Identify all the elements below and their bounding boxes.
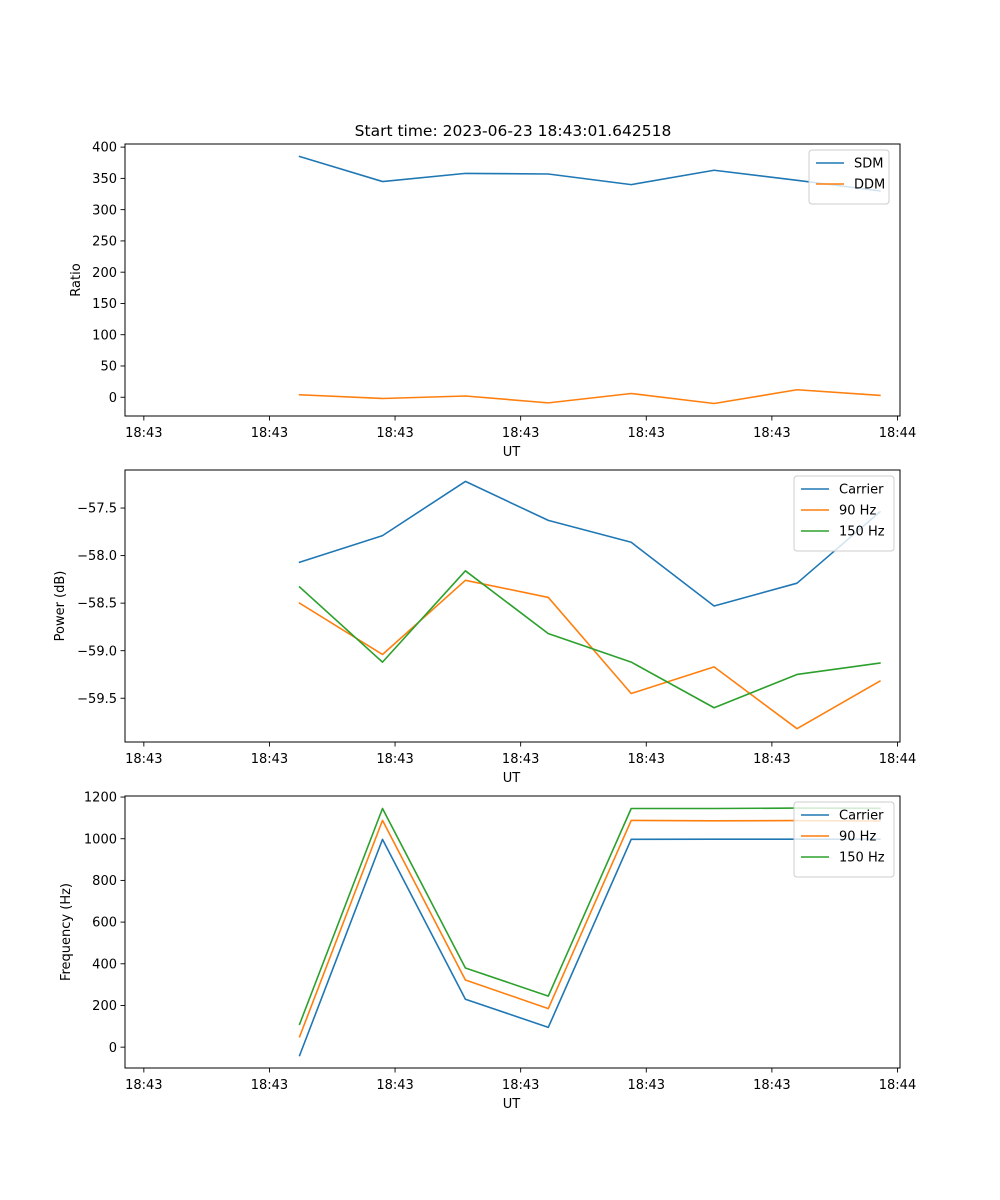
ratio-legend-label: DDM	[854, 178, 885, 193]
frequency-series-line-0	[298, 838, 881, 1057]
ratio-y-tick-label: 150	[92, 297, 117, 312]
power-legend: Carrier 90 Hz 150 Hz	[793, 475, 895, 552]
ratio-series-line-1	[298, 388, 881, 405]
frequency-legend: Carrier 90 Hz 150 Hz	[793, 801, 895, 878]
ratio-x-tick-label: 18:43	[628, 426, 665, 441]
ratio-y-tick-label: 200	[92, 266, 117, 281]
ratio-x-tick-label: 18:43	[376, 426, 413, 441]
ratio-x-tick-label: 18:43	[502, 426, 539, 441]
power-y-axis-label: Power (dB)	[53, 571, 68, 642]
ratio-y-tick-label: 400	[92, 141, 117, 156]
frequency-y-tick-label: 800	[92, 874, 117, 889]
frequency-y-tick-label: 0	[109, 1041, 117, 1056]
frequency-y-tick-label: 1000	[84, 832, 117, 847]
ratio-legend-label: SDM	[854, 157, 883, 172]
frequency-y-axis-label: Frequency (Hz)	[59, 883, 74, 981]
power-x-tick-label: 18:43	[251, 752, 288, 767]
ratio-x-axis-label: UT	[503, 445, 521, 460]
ratio-subplot: 18:43 18:43 18:43 18:43 18:43 18:43 18:44 0 50 10…	[69, 141, 916, 460]
frequency-x-axis-label: UT	[503, 1097, 521, 1112]
power-x-tick-label: 18:43	[125, 752, 162, 767]
power-x-tick-label: 18:43	[628, 752, 665, 767]
power-x-tick-label: 18:43	[376, 752, 413, 767]
power-subplot: 18:43 18:43 18:43 18:43 18:43 18:43 18:44 −57.5…	[53, 469, 916, 786]
power-y-tick-label: −58.0	[77, 549, 117, 564]
power-legend-label: 90 Hz	[839, 504, 876, 519]
power-legend-label: 150 Hz	[839, 525, 885, 540]
power-series-line-0	[298, 480, 882, 607]
power-y-tick-label: −59.0	[77, 644, 117, 659]
power-axes-frame	[124, 469, 901, 743]
frequency-x-tick-label: 18:43	[628, 1078, 665, 1093]
frequency-x-tick-label: 18:43	[502, 1078, 539, 1093]
ratio-y-tick-label: 100	[92, 328, 117, 343]
ratio-y-tick-label: 250	[92, 235, 117, 250]
power-x-tick-label: 18:43	[753, 752, 790, 767]
ratio-legend: SDM DDM	[808, 149, 890, 205]
power-x-tick-label: 18:44	[879, 752, 916, 767]
ratio-x-tick-label: 18:44	[879, 426, 916, 441]
frequency-subplot: 18:43 18:43 18:43 18:43 18:43 18:43 18:44 0 200 4…	[59, 791, 916, 1112]
frequency-legend-label: 150 Hz	[839, 851, 885, 866]
frequency-series-line-1	[298, 819, 881, 1038]
power-legend-label: Carrier	[839, 483, 884, 498]
power-y-tick-label: −58.5	[77, 597, 117, 612]
power-series-line-2	[298, 570, 881, 709]
ratio-series-line-0	[298, 155, 881, 192]
ratio-y-tick-label: 300	[92, 203, 117, 218]
frequency-y-tick-label: 400	[92, 957, 117, 972]
power-x-axis-label: UT	[503, 771, 521, 786]
subplots: 18:43 18:43 18:43 18:43 18:43 18:43 18:44 0 50 10…	[53, 141, 916, 1112]
ratio-y-tick-label: 350	[92, 172, 117, 187]
ratio-y-tick-label: 50	[100, 360, 117, 375]
figure-title: Start time: 2023-06-23 18:43:01.642518	[355, 122, 672, 140]
frequency-legend-box	[793, 801, 895, 878]
frequency-legend-label: 90 Hz	[839, 830, 876, 845]
ratio-axes-frame	[124, 143, 901, 417]
frequency-x-tick-label: 18:43	[251, 1078, 288, 1093]
power-x-tick-label: 18:43	[502, 752, 539, 767]
frequency-x-tick-label: 18:44	[879, 1078, 916, 1093]
ratio-y-tick-label: 0	[109, 391, 117, 406]
power-legend-box	[793, 475, 895, 552]
ratio-x-tick-label: 18:43	[753, 426, 790, 441]
frequency-series-line-2	[298, 807, 881, 1026]
frequency-y-tick-label: 200	[92, 999, 117, 1014]
frequency-axes-frame	[124, 795, 901, 1069]
power-y-tick-label: −57.5	[77, 502, 117, 517]
frequency-y-tick-label: 600	[92, 916, 117, 931]
frequency-x-tick-label: 18:43	[125, 1078, 162, 1093]
frequency-x-tick-label: 18:43	[376, 1078, 413, 1093]
ratio-y-axis-label: Ratio	[69, 263, 84, 296]
power-y-tick-label: −59.5	[77, 692, 117, 707]
frequency-y-tick-label: 1200	[84, 791, 117, 806]
power-series-line-1	[298, 579, 881, 730]
ratio-x-tick-label: 18:43	[125, 426, 162, 441]
ratio-x-tick-label: 18:43	[251, 426, 288, 441]
frequency-legend-label: Carrier	[839, 809, 884, 824]
frequency-x-tick-label: 18:43	[753, 1078, 790, 1093]
